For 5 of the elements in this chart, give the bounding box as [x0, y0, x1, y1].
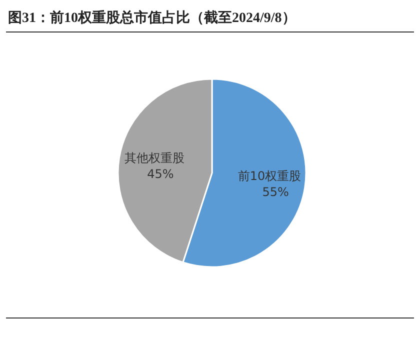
data-label: 45% — [147, 166, 174, 181]
slice-label: 前10权重股 — [238, 169, 302, 184]
data-label: 55% — [262, 185, 289, 200]
chart-title: 图31：前10权重股总市值占比（截至2024/9/8） — [8, 9, 296, 26]
slice-label: 其他权重股 — [124, 150, 184, 165]
